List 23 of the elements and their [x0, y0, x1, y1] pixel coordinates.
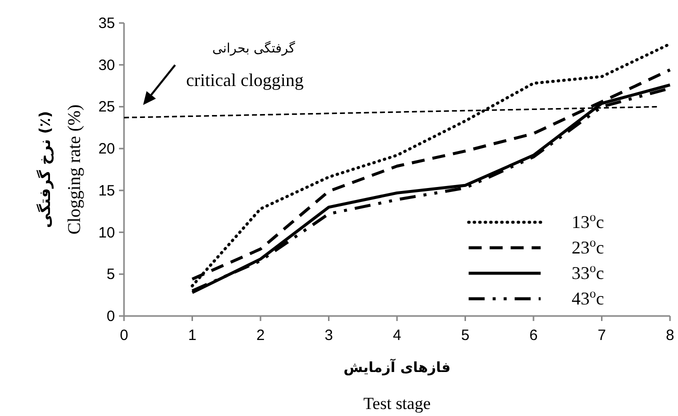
- legend-label: 43$^{o}$c: [572, 286, 604, 309]
- legend-label: 23$^{o}$c: [572, 236, 604, 258]
- x-tick-label: 3: [324, 327, 333, 344]
- y-tick-label: 20: [98, 140, 115, 158]
- y-tick-label: 35: [98, 15, 115, 32]
- legend-label: 13$^{o}$c: [572, 210, 604, 232]
- x-tick-label: 6: [529, 327, 538, 344]
- x-tick-label: 4: [392, 327, 402, 344]
- y-tick-label: 0: [106, 308, 115, 325]
- x-tick-label: 7: [598, 327, 606, 344]
- y-tick-label: 25: [98, 98, 115, 116]
- y-tick-label: 30: [98, 56, 115, 74]
- y-tick-label: 5: [106, 266, 115, 284]
- x-tick-label: 0: [120, 327, 128, 344]
- x-tick-label: 1: [188, 327, 196, 344]
- y-tick-label: 10: [98, 224, 115, 242]
- x-tick-label: 8: [666, 327, 674, 344]
- legend-label: 33$^{o}$c: [572, 261, 604, 284]
- x-tick-label: 5: [461, 327, 470, 344]
- y-tick-label: 15: [98, 182, 115, 200]
- x-tick-label: 2: [256, 327, 265, 344]
- annotation: critical clogging: [186, 70, 304, 90]
- annotation: گرفتگی بحرانی: [212, 40, 296, 56]
